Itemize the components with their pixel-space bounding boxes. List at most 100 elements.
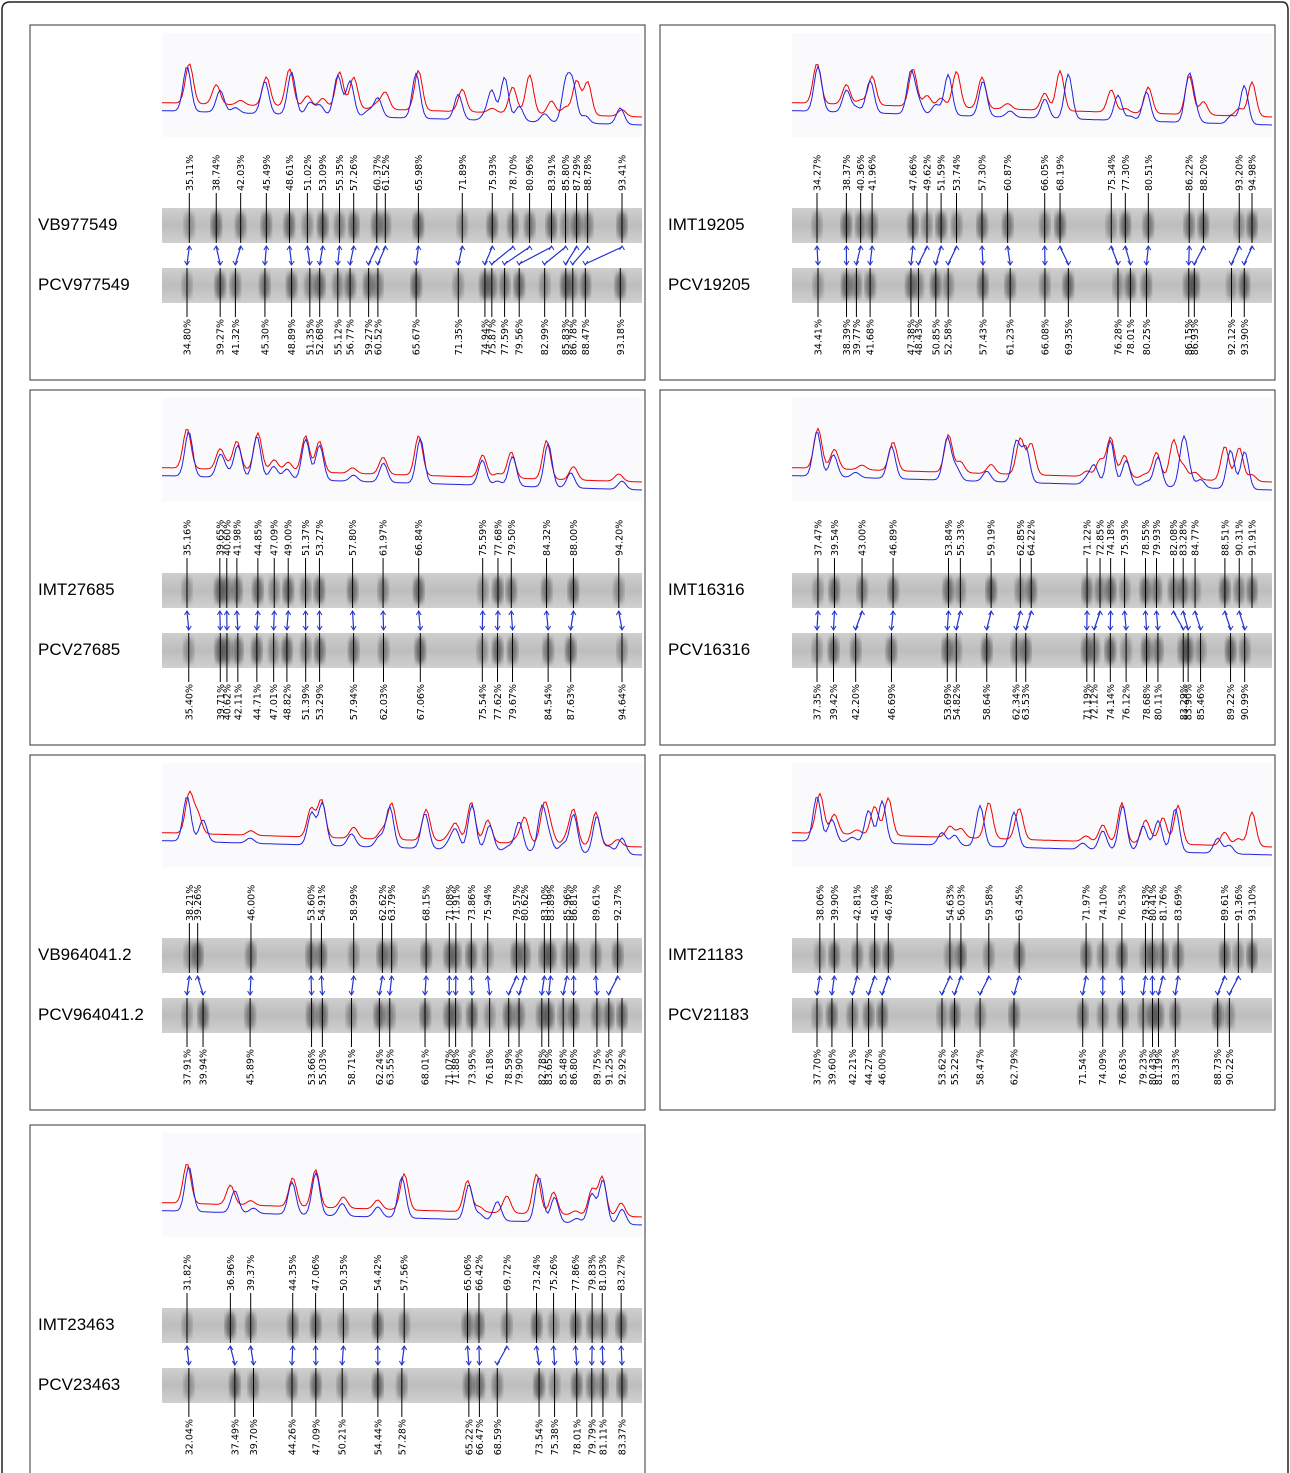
top-band-label: 39.26% — [193, 885, 204, 921]
bottom-band-label: 62.24% — [375, 1049, 386, 1085]
bottom-band-label: 83.33% — [1171, 1049, 1182, 1085]
bottom-band-label: 51.39% — [301, 684, 312, 720]
top-band-label: 78.55% — [1141, 520, 1152, 556]
top-band-label: 59.58% — [984, 885, 995, 921]
top-band-label: 75.93% — [1120, 520, 1131, 556]
bottom-band-label: 86.78% — [568, 319, 579, 355]
top-band-label: 41.98% — [232, 520, 243, 556]
bottom-band-label: 87.63% — [566, 684, 577, 720]
top-band-label: 76.53% — [1117, 885, 1128, 921]
bottom-band-label: 80.11% — [1153, 684, 1164, 720]
match-arrow — [602, 1347, 603, 1364]
top-band-label: 54.91% — [317, 885, 328, 921]
bottom-band-label: 72.12% — [1090, 684, 1101, 720]
bottom-band-label: 75.38% — [550, 1419, 561, 1455]
bottom-band-label: 86.93% — [1190, 319, 1201, 355]
top-band-label: 37.47% — [813, 520, 824, 556]
bottom-band-label: 88.47% — [581, 319, 592, 355]
bottom-band-label: 78.59% — [504, 1049, 515, 1085]
bottom-band-label: 86.80% — [569, 1049, 580, 1085]
curve-area — [792, 33, 1272, 137]
top-band-label: 39.37% — [246, 1255, 257, 1291]
bottom-band-label: 37.70% — [813, 1049, 824, 1085]
top-band-label: 47.09% — [270, 520, 281, 556]
bottom-band-label: 76.28% — [1114, 319, 1125, 355]
top-band-label: 48.61% — [285, 155, 296, 191]
top-band-label: 68.19% — [1056, 155, 1067, 191]
lane-name: VB964041.2 — [38, 945, 132, 964]
top-band-label: 51.02% — [303, 155, 314, 191]
bottom-band-label: 42.21% — [848, 1049, 859, 1085]
top-band-label: 34.27% — [813, 155, 824, 191]
top-band-label: 83.28% — [1179, 520, 1190, 556]
top-band-label: 39.54% — [830, 520, 841, 556]
bottom-band-label: 32.04% — [184, 1419, 195, 1455]
bottom-band-label: 53.66% — [307, 1049, 318, 1085]
bottom-band-label: 65.67% — [412, 319, 423, 355]
bottom-band-label: 90.99% — [1240, 684, 1251, 720]
top-band-label: 69.72% — [502, 1255, 513, 1291]
bottom-band-label: 81.19% — [1154, 1049, 1165, 1085]
top-band-label: 65.98% — [414, 155, 425, 191]
top-band-label: 81.03% — [598, 1255, 609, 1291]
lane-name: PCV16316 — [668, 640, 750, 659]
bottom-band-label: 76.12% — [1122, 684, 1133, 720]
bottom-band-label: 76.63% — [1118, 1049, 1129, 1085]
bottom-band-label: 77.59% — [500, 319, 511, 355]
top-band-label: 74.18% — [1106, 520, 1117, 556]
figure: VB977549PCV97754935.11%38.74%42.03%45.49… — [0, 0, 1290, 1473]
top-band-label: 47.66% — [908, 155, 919, 191]
bottom-band-label: 88.73% — [1213, 1049, 1224, 1085]
top-band-label: 94.20% — [614, 520, 625, 556]
bottom-band-label: 92.12% — [1227, 319, 1238, 355]
bottom-band-label: 84.54% — [544, 684, 555, 720]
bottom-band-label: 67.06% — [416, 684, 427, 720]
curve-area — [792, 398, 1272, 502]
top-band-label: 81.76% — [1158, 885, 1169, 921]
bottom-band-label: 39.42% — [829, 684, 840, 720]
bottom-band-label: 79.67% — [508, 684, 519, 720]
top-band-label: 65.06% — [463, 1255, 474, 1291]
bottom-band-label: 39.27% — [216, 319, 227, 355]
top-band-label: 45.04% — [870, 885, 881, 921]
bottom-band-label: 58.64% — [982, 684, 993, 720]
top-band-label: 75.59% — [478, 520, 489, 556]
bottom-band-label: 46.00% — [878, 1049, 889, 1085]
bottom-band-label: 65.22% — [464, 1419, 475, 1455]
bottom-band-label: 83.65% — [544, 1049, 555, 1085]
bottom-band-label: 48.43% — [914, 319, 925, 355]
match-arrow — [1122, 977, 1123, 994]
bottom-band-label: 81.11% — [598, 1419, 609, 1455]
top-band-label: 45.49% — [262, 155, 273, 191]
top-band-label: 38.74% — [212, 155, 223, 191]
bottom-band-label: 47.09% — [311, 1419, 322, 1455]
top-band-label: 58.99% — [349, 885, 360, 921]
bottom-band-label: 34.80% — [183, 319, 194, 355]
bottom-band-label: 74.09% — [1098, 1049, 1109, 1085]
bottom-band-label: 37.49% — [230, 1419, 241, 1455]
bottom-band-label: 60.52% — [373, 319, 384, 355]
panel: IMT27685PCV2768535.16%39.65%40.60%41.98%… — [30, 390, 645, 745]
lane-name: PCV977549 — [38, 275, 130, 294]
top-band-label: 53.27% — [315, 520, 326, 556]
curve-area — [162, 398, 642, 502]
top-band-label: 86.81% — [569, 885, 580, 921]
top-band-label: 40.36% — [856, 155, 867, 191]
lane-name: IMT19205 — [668, 215, 745, 234]
top-band-label: 39.90% — [830, 885, 841, 921]
bottom-band-label: 45.89% — [246, 1049, 257, 1085]
top-band-label: 38.06% — [815, 885, 826, 921]
bottom-band-label: 76.18% — [485, 1049, 496, 1085]
top-band-label: 53.60% — [307, 885, 318, 921]
bottom-band-label: 50.85% — [931, 319, 942, 355]
top-band-label: 57.26% — [349, 155, 360, 191]
top-band-label: 53.74% — [952, 155, 963, 191]
top-band-label: 63.45% — [1015, 885, 1026, 921]
bottom-band-label: 71.88% — [451, 1049, 462, 1085]
panel: IMT19205PCV1920534.27%38.37%40.36%41.96%… — [660, 25, 1275, 380]
bottom-band-label: 39.94% — [199, 1049, 210, 1085]
bottom-band-label: 63.53% — [1021, 684, 1032, 720]
top-band-label: 31.82% — [183, 1255, 194, 1291]
bottom-band-label: 73.95% — [467, 1049, 478, 1085]
top-band-label: 38.37% — [842, 155, 853, 191]
